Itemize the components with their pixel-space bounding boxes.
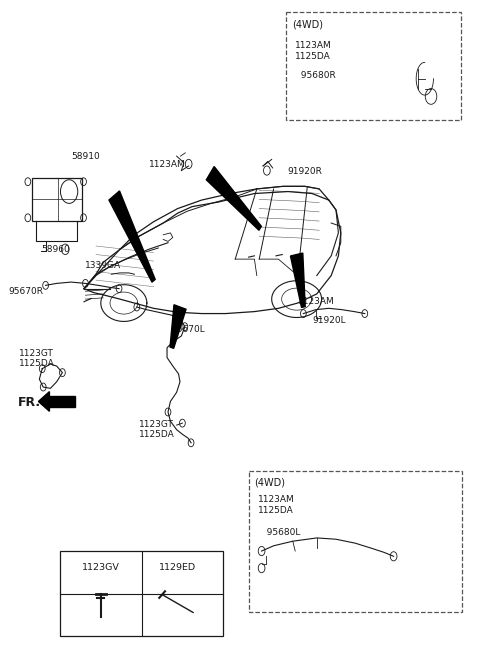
Text: (4WD): (4WD): [254, 478, 286, 487]
Bar: [249, 471, 462, 612]
Text: (4WD): (4WD): [292, 20, 323, 30]
Text: 95680R: 95680R: [295, 71, 336, 80]
Polygon shape: [49, 396, 75, 407]
Text: 1129ED: 1129ED: [159, 563, 196, 572]
Text: 1123AM: 1123AM: [258, 495, 295, 504]
Text: 1125DA: 1125DA: [295, 52, 331, 62]
Bar: [32, 178, 82, 221]
Text: FR.: FR.: [18, 396, 41, 409]
Text: 1123GT: 1123GT: [19, 349, 54, 358]
Text: 95680L: 95680L: [258, 528, 300, 537]
Text: 95670L: 95670L: [172, 325, 205, 335]
Polygon shape: [38, 392, 49, 411]
Text: 1125DA: 1125DA: [139, 430, 175, 440]
Polygon shape: [290, 253, 305, 308]
Bar: [286, 12, 461, 120]
Text: 1123GT: 1123GT: [139, 420, 174, 429]
Text: 1123AM: 1123AM: [298, 297, 335, 306]
Text: 1123AM: 1123AM: [149, 160, 186, 169]
Polygon shape: [170, 305, 186, 348]
Bar: [60, 551, 223, 636]
Text: 58960: 58960: [41, 245, 70, 254]
Text: 58910: 58910: [71, 152, 100, 161]
Text: 1125DA: 1125DA: [258, 506, 294, 516]
Polygon shape: [206, 167, 261, 230]
Text: 1123GV: 1123GV: [82, 563, 120, 572]
Text: 1339GA: 1339GA: [85, 261, 121, 270]
Polygon shape: [109, 191, 155, 282]
Text: 91920L: 91920L: [312, 316, 346, 325]
Text: 95670R: 95670R: [9, 287, 44, 297]
Text: 1125DA: 1125DA: [19, 359, 55, 369]
Text: 1123AM: 1123AM: [295, 41, 332, 50]
Text: 91920R: 91920R: [287, 167, 322, 176]
